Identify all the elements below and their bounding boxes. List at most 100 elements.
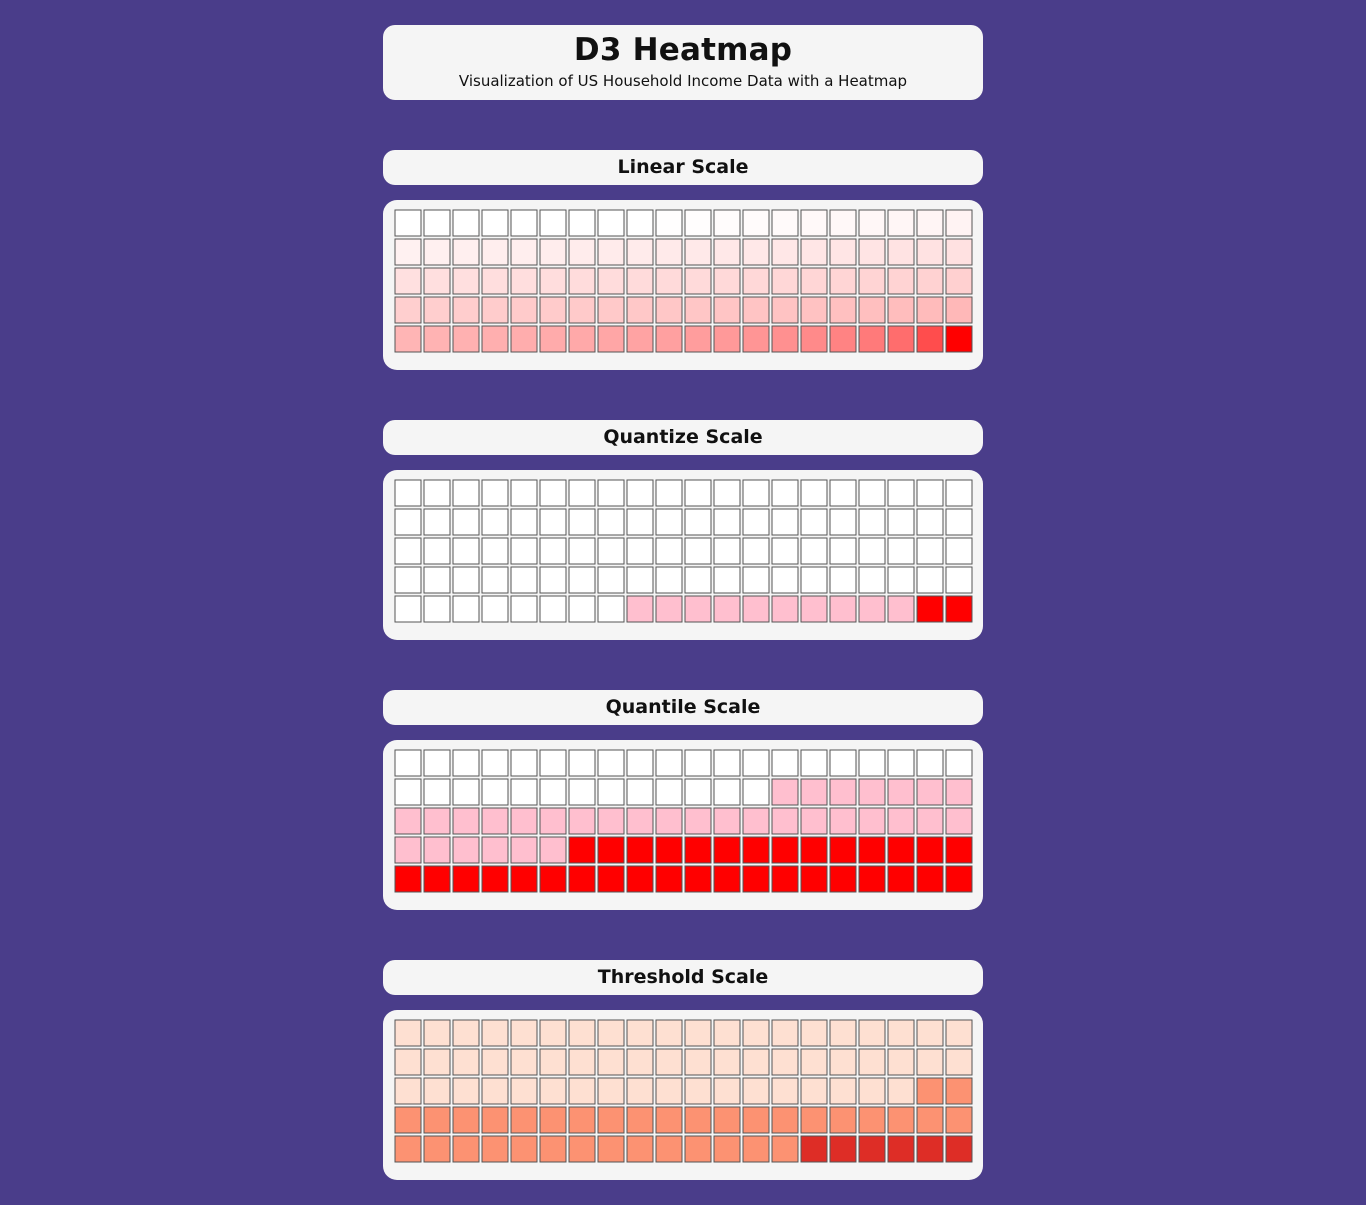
heatmap-cell bbox=[713, 865, 741, 893]
heatmap-cell bbox=[684, 1048, 712, 1076]
heatmap-cell bbox=[742, 209, 770, 237]
heatmap-cell bbox=[916, 749, 944, 777]
heatmap-cell bbox=[539, 1106, 567, 1134]
heatmap-cell bbox=[858, 1019, 886, 1047]
heatmap-cell bbox=[452, 537, 480, 565]
heatmap-cell bbox=[713, 595, 741, 623]
heatmap-cell bbox=[771, 1077, 799, 1105]
heatmap-cell bbox=[394, 566, 422, 594]
heatmap-cell bbox=[655, 238, 683, 266]
heatmap-cell bbox=[568, 508, 596, 536]
heatmap-cell bbox=[945, 1048, 973, 1076]
heatmap-cell bbox=[916, 1106, 944, 1134]
heatmap-cell bbox=[684, 836, 712, 864]
heatmap-cell bbox=[423, 238, 451, 266]
heatmap-cell bbox=[742, 778, 770, 806]
page-title: D3 Heatmap bbox=[573, 32, 793, 68]
heatmap-cell bbox=[510, 1135, 538, 1163]
heatmap-cell bbox=[771, 325, 799, 353]
heatmap-cell bbox=[742, 479, 770, 507]
heatmap-cell bbox=[684, 595, 712, 623]
heatmap-cell bbox=[626, 1077, 654, 1105]
heatmap-cell bbox=[713, 566, 741, 594]
heatmap-cell bbox=[452, 296, 480, 324]
heatmap-cell bbox=[568, 1077, 596, 1105]
heatmap-cell bbox=[829, 238, 857, 266]
heatmap-cell bbox=[916, 778, 944, 806]
quantile-scale-title: Quantile Scale bbox=[383, 690, 983, 725]
heatmap-cell bbox=[713, 807, 741, 835]
heatmap-cell bbox=[481, 1077, 509, 1105]
heatmap-cell bbox=[394, 1077, 422, 1105]
heatmap-cell bbox=[452, 267, 480, 295]
heatmap-cell bbox=[452, 479, 480, 507]
heatmap-cell bbox=[481, 508, 509, 536]
header-card: D3 Heatmap Visualization of US Household… bbox=[383, 25, 983, 100]
heatmap-cell bbox=[510, 238, 538, 266]
heatmap-cell bbox=[394, 865, 422, 893]
heatmap-cell bbox=[510, 267, 538, 295]
heatmap-cell bbox=[800, 595, 828, 623]
heatmap-cell bbox=[394, 595, 422, 623]
heatmap-cell bbox=[568, 807, 596, 835]
heatmap-cell bbox=[539, 749, 567, 777]
heatmap-cell bbox=[887, 296, 915, 324]
heatmap-cell bbox=[829, 595, 857, 623]
heatmap-cell bbox=[597, 1106, 625, 1134]
heatmap-cell bbox=[742, 749, 770, 777]
heatmap-cell bbox=[916, 1077, 944, 1105]
linear-scale-title: Linear Scale bbox=[383, 150, 983, 185]
heatmap-cell bbox=[684, 325, 712, 353]
heatmap-cell bbox=[394, 836, 422, 864]
heatmap-cell bbox=[887, 778, 915, 806]
heatmap-cell bbox=[539, 1048, 567, 1076]
heatmap-cell bbox=[887, 209, 915, 237]
heatmap-cell bbox=[568, 778, 596, 806]
heatmap-cell bbox=[597, 807, 625, 835]
heatmap-cell bbox=[945, 807, 973, 835]
heatmap-cell bbox=[655, 1135, 683, 1163]
heatmap-cell bbox=[510, 1048, 538, 1076]
heatmap-cell bbox=[452, 778, 480, 806]
heatmap-cell bbox=[568, 537, 596, 565]
heatmap-cell bbox=[626, 1048, 654, 1076]
heatmap-cell bbox=[539, 865, 567, 893]
heatmap-cell bbox=[394, 325, 422, 353]
heatmap-cell bbox=[394, 1106, 422, 1134]
heatmap-cell bbox=[655, 749, 683, 777]
heatmap-cell bbox=[539, 238, 567, 266]
heatmap-cell bbox=[800, 749, 828, 777]
heatmap-cell bbox=[597, 1135, 625, 1163]
heatmap-cell bbox=[655, 479, 683, 507]
heatmap-cell bbox=[945, 238, 973, 266]
heatmap-cell bbox=[887, 865, 915, 893]
heatmap-cell bbox=[713, 1077, 741, 1105]
heatmap-cell bbox=[423, 1106, 451, 1134]
heatmap-cell bbox=[771, 1106, 799, 1134]
heatmap-cell bbox=[800, 537, 828, 565]
heatmap-cell bbox=[452, 1048, 480, 1076]
heatmap-cell bbox=[510, 209, 538, 237]
heatmap-cell bbox=[800, 325, 828, 353]
heatmap-cell bbox=[887, 325, 915, 353]
heatmap-cell bbox=[423, 749, 451, 777]
heatmap-cell bbox=[597, 267, 625, 295]
heatmap-cell bbox=[597, 1077, 625, 1105]
heatmap-cell bbox=[800, 267, 828, 295]
heatmap-cell bbox=[887, 1106, 915, 1134]
heatmap-cell bbox=[626, 1135, 654, 1163]
heatmap-cell bbox=[452, 595, 480, 623]
heatmap-cell bbox=[568, 595, 596, 623]
heatmap-cell bbox=[800, 1106, 828, 1134]
heatmap-cell bbox=[742, 1048, 770, 1076]
heatmap-cell bbox=[858, 1106, 886, 1134]
heatmap-cell bbox=[916, 209, 944, 237]
heatmap-cell bbox=[684, 209, 712, 237]
heatmap-cell bbox=[684, 778, 712, 806]
heatmap-cell bbox=[568, 1135, 596, 1163]
heatmap-cell bbox=[510, 325, 538, 353]
heatmap-cell bbox=[858, 807, 886, 835]
heatmap-cell bbox=[626, 238, 654, 266]
heatmap-cell bbox=[481, 537, 509, 565]
heatmap-cell bbox=[800, 479, 828, 507]
